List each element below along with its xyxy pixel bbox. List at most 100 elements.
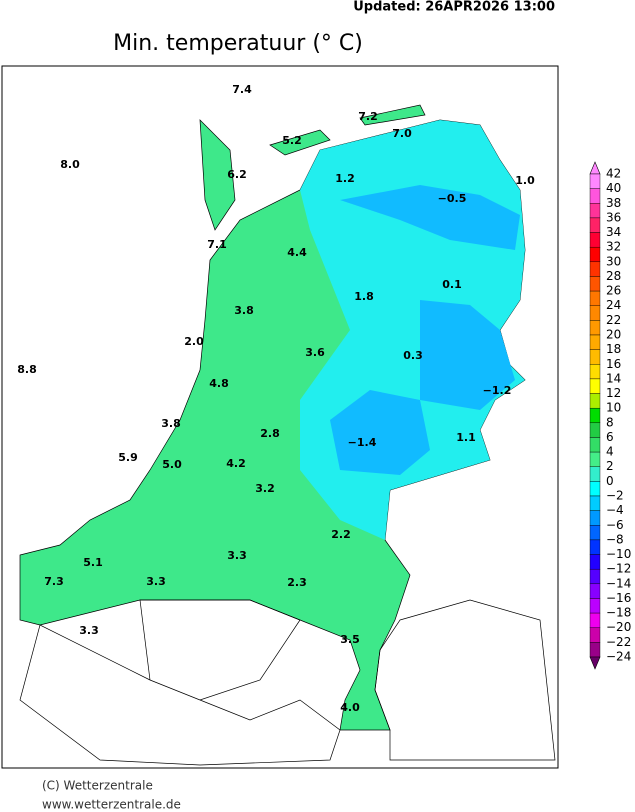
- legend-swatch: [589, 612, 601, 628]
- station-value: 4.4: [287, 246, 307, 259]
- station-value: 8.0: [60, 158, 80, 171]
- station-value: −0.5: [438, 192, 467, 205]
- legend-label: 32: [606, 240, 621, 254]
- legend-label: 18: [606, 342, 621, 356]
- legend-swatch: [589, 407, 601, 424]
- station-value: 8.8: [17, 363, 37, 376]
- legend-swatch: [589, 276, 601, 292]
- legend-swatch: [589, 627, 601, 643]
- legend-label: 26: [606, 284, 621, 298]
- land: [19, 104, 556, 766]
- station-value: 3.3: [146, 575, 166, 588]
- station-value: 5.0: [162, 458, 182, 471]
- station-value: 2.2: [331, 528, 351, 541]
- legend-swatch: [589, 481, 601, 497]
- station-value: 5.2: [282, 134, 302, 147]
- legend-swatch: [589, 232, 601, 248]
- legend-swatch: [589, 583, 601, 599]
- legend-label: 4: [606, 445, 614, 459]
- station-value: 7.1: [207, 238, 227, 251]
- legend-arrow-top: [589, 161, 601, 175]
- legend-swatch: [589, 378, 601, 394]
- station-value: 2.0: [184, 335, 204, 348]
- station-value: 0.1: [442, 278, 462, 291]
- legend-label: 2: [606, 459, 614, 473]
- legend-swatch: [589, 451, 601, 467]
- legend-label: 10: [606, 401, 621, 415]
- station-value: 4.0: [340, 701, 360, 714]
- station-value: 7.2: [358, 110, 378, 123]
- legend-swatch: [589, 217, 601, 233]
- legend-swatch: [589, 246, 601, 263]
- legend-swatch: [589, 320, 601, 336]
- station-value: 1.2: [335, 172, 355, 185]
- legend-label: 6: [606, 430, 614, 444]
- legend-label: 42: [606, 167, 621, 181]
- legend-label: −18: [606, 606, 631, 620]
- legend-swatch: [589, 349, 601, 365]
- legend-label: −22: [606, 635, 631, 649]
- legend-label: 8: [606, 415, 614, 429]
- legend-label: −10: [606, 547, 631, 561]
- legend-swatch: [589, 495, 601, 511]
- legend-label: 0: [606, 474, 614, 488]
- legend-label: −12: [606, 562, 631, 576]
- legend-label: −20: [606, 620, 631, 634]
- legend-label: −16: [606, 591, 631, 605]
- legend-swatch: [589, 554, 601, 570]
- station-value: 4.8: [209, 377, 229, 390]
- legend-label: 12: [606, 386, 621, 400]
- station-value: 3.2: [255, 482, 275, 495]
- legend-label: 40: [606, 181, 621, 195]
- copyright: (C) Wetterzentrale: [42, 779, 153, 793]
- legend-swatch: [589, 188, 601, 204]
- legend-swatch: [589, 261, 601, 277]
- legend-label: 16: [606, 357, 621, 371]
- station-value: 7.4: [232, 83, 252, 96]
- legend-label: 22: [606, 313, 621, 327]
- legend-swatch: [589, 525, 601, 541]
- legend-label: −24: [606, 650, 631, 664]
- legend-arrow-bottom: [589, 656, 601, 670]
- station-value: 1.8: [354, 290, 374, 303]
- legend-label: 36: [606, 210, 621, 224]
- url: www.wetterzentrale.de: [42, 798, 181, 812]
- station-value: 2.8: [260, 427, 280, 440]
- station-value: 3.8: [234, 304, 254, 317]
- legend-label: −14: [606, 576, 631, 590]
- station-value: −1.2: [483, 384, 512, 397]
- station-value: 1.1: [456, 431, 476, 444]
- legend-swatch: [589, 437, 601, 453]
- updated: Updated: 26APR2026 13:00: [353, 0, 555, 15]
- station-value: 7.0: [392, 127, 412, 140]
- legend-label: −6: [606, 518, 624, 532]
- legend-label: −8: [606, 532, 624, 546]
- legend-swatch: [589, 466, 601, 482]
- title: Min. temperatuur (° C): [113, 31, 363, 56]
- station-value: 3.3: [79, 624, 99, 637]
- station-value: 7.3: [44, 575, 64, 588]
- station-value: 3.5: [340, 633, 360, 646]
- legend-label: 30: [606, 254, 621, 268]
- station-value: 0.3: [403, 349, 423, 362]
- legend-label: 28: [606, 269, 621, 283]
- legend-label: −2: [606, 489, 624, 503]
- station-value: −1.4: [348, 436, 377, 449]
- legend-label: −4: [606, 503, 624, 517]
- legend-swatch: [589, 334, 601, 350]
- legend-swatch: [589, 364, 601, 380]
- legend-label: 20: [606, 328, 621, 342]
- station-value: 3.3: [227, 549, 247, 562]
- station-value: 4.2: [226, 457, 246, 470]
- legend-swatch: [589, 173, 601, 189]
- legend-swatch: [589, 203, 601, 219]
- legend-label: 38: [606, 196, 621, 210]
- legend-swatch: [589, 290, 601, 306]
- legend-swatch: [589, 422, 601, 438]
- legend-swatch: [589, 393, 601, 409]
- station-value: 2.3: [287, 576, 307, 589]
- station-value: 3.6: [305, 346, 325, 359]
- station-value: 1.0: [515, 174, 535, 187]
- station-value: 3.8: [161, 417, 181, 430]
- station-value: 6.2: [227, 168, 247, 181]
